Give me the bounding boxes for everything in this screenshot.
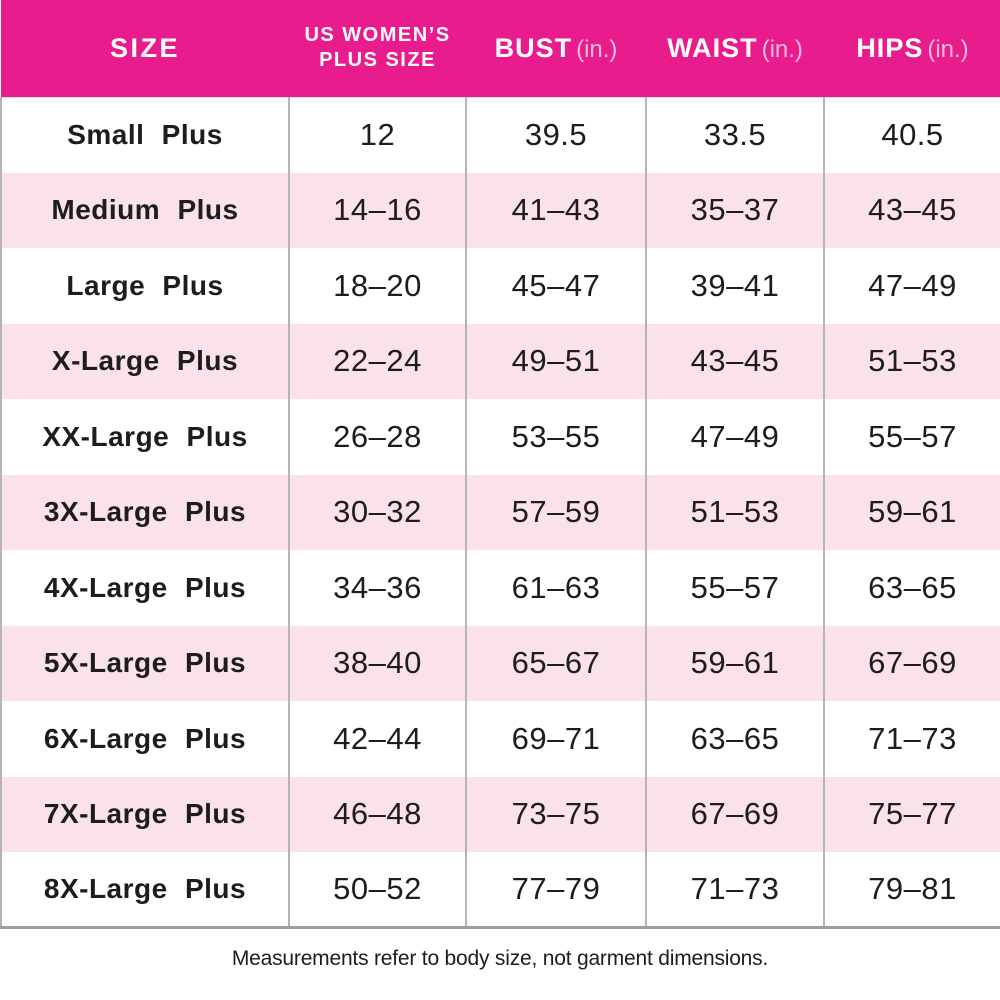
cell-hips: 75–77 xyxy=(823,776,1000,852)
footnote: Measurements refer to body size, not gar… xyxy=(231,947,769,970)
cell-waist: 55–57 xyxy=(645,550,824,626)
cell-bust: 45–47 xyxy=(465,248,646,324)
column-header-hips: HIPS (in.) xyxy=(824,0,1000,97)
table-row: Large Plus 18–20 45–47 39–41 47–49 xyxy=(0,248,1000,324)
table-row: 7X-Large Plus 46–48 73–75 67–69 75–77 xyxy=(0,776,1000,852)
table-header: SIZE US WOMEN’S PLUS SIZE BUST (in.) WAIS… xyxy=(1,0,1000,97)
cell-us-plus-size: 22–24 xyxy=(288,323,466,399)
size-table-body: Small Plus 12 39.5 33.5 40.5 Medium Plus… xyxy=(0,96,1000,929)
waist-header-unit: (in.) xyxy=(761,35,803,63)
table-row: 5X-Large Plus 38–40 65–67 59–61 67–69 xyxy=(0,625,1000,701)
table-row: 8X-Large Plus 50–52 77–79 71–73 79–81 xyxy=(0,852,1000,929)
cell-waist: 71–73 xyxy=(645,852,824,929)
column-header-us-plus-size: US WOMEN’S PLUS SIZE xyxy=(289,0,466,97)
cell-us-plus-size: 46–48 xyxy=(288,776,466,852)
cell-us-plus-size: 50–52 xyxy=(288,852,466,929)
cell-us-plus-size: 12 xyxy=(288,96,466,173)
cell-size-label: XX-Large Plus xyxy=(0,399,289,475)
column-header-size-label: SIZE xyxy=(109,32,180,63)
cell-size-label: 7X-Large Plus xyxy=(0,776,289,852)
cell-hips: 43–45 xyxy=(823,172,1000,248)
cell-size-label: X-Large Plus xyxy=(0,323,289,399)
table-row: 4X-Large Plus 34–36 61–63 55–57 63–65 xyxy=(0,550,1000,626)
table-row: 6X-Large Plus 42–44 69–71 63–65 71–73 xyxy=(0,701,1000,777)
cell-waist: 39–41 xyxy=(645,248,824,324)
cell-bust: 61–63 xyxy=(465,550,646,626)
table-row: 3X-Large Plus 30–32 57–59 51–53 59–61 xyxy=(0,474,1000,550)
waist-header-label: WAIST xyxy=(667,32,758,63)
cell-size-label: Small Plus xyxy=(0,96,289,173)
cell-size-label: Medium Plus xyxy=(0,172,289,248)
table-row: XX-Large Plus 26–28 53–55 47–49 55–57 xyxy=(0,399,1000,475)
cell-waist: 67–69 xyxy=(645,776,824,852)
table-row: X-Large Plus 22–24 49–51 43–45 51–53 xyxy=(0,323,1000,399)
cell-bust: 53–55 xyxy=(465,399,646,475)
cell-size-label: Large Plus xyxy=(0,248,289,324)
cell-size-label: 6X-Large Plus xyxy=(0,701,289,777)
size-chart-table: SIZE US WOMEN’S PLUS SIZE BUST (in.) WAIS… xyxy=(0,0,1000,929)
cell-size-label: 5X-Large Plus xyxy=(0,625,289,701)
cell-bust: 41–43 xyxy=(465,172,646,248)
cell-hips: 55–57 xyxy=(823,399,1000,475)
cell-hips: 67–69 xyxy=(823,625,1000,701)
cell-waist: 63–65 xyxy=(645,701,824,777)
cell-hips: 71–73 xyxy=(823,701,1000,777)
cell-waist: 51–53 xyxy=(645,474,824,550)
cell-bust: 49–51 xyxy=(465,323,646,399)
cell-hips: 47–49 xyxy=(823,248,1000,324)
us-plus-size-line2: PLUS SIZE xyxy=(319,49,436,72)
bust-header-label: BUST xyxy=(494,32,573,63)
cell-waist: 59–61 xyxy=(645,625,824,701)
cell-us-plus-size: 26–28 xyxy=(288,399,466,475)
table-row: Small Plus 12 39.5 33.5 40.5 xyxy=(0,96,1000,173)
cell-size-label: 3X-Large Plus xyxy=(0,474,289,550)
cell-waist: 33.5 xyxy=(645,96,824,173)
cell-us-plus-size: 42–44 xyxy=(288,701,466,777)
cell-waist: 43–45 xyxy=(645,323,824,399)
cell-bust: 65–67 xyxy=(465,625,646,701)
cell-hips: 59–61 xyxy=(823,474,1000,550)
column-header-waist: WAIST (in.) xyxy=(646,0,824,97)
cell-hips: 63–65 xyxy=(823,550,1000,626)
column-header-bust: BUST (in.) xyxy=(466,0,646,97)
cell-waist: 35–37 xyxy=(645,172,824,248)
cell-hips: 79–81 xyxy=(823,852,1000,929)
cell-hips: 51–53 xyxy=(823,323,1000,399)
cell-size-label: 8X-Large Plus xyxy=(0,852,289,929)
hips-header-label: HIPS xyxy=(856,32,924,63)
cell-bust: 77–79 xyxy=(465,852,646,929)
cell-us-plus-size: 30–32 xyxy=(288,474,466,550)
cell-bust: 39.5 xyxy=(465,96,646,173)
cell-bust: 73–75 xyxy=(465,776,646,852)
cell-hips: 40.5 xyxy=(823,96,1000,173)
header-row: SIZE US WOMEN’S PLUS SIZE BUST (in.) WAIS… xyxy=(1,0,1000,97)
cell-us-plus-size: 34–36 xyxy=(288,550,466,626)
cell-us-plus-size: 14–16 xyxy=(288,172,466,248)
cell-us-plus-size: 38–40 xyxy=(288,625,466,701)
cell-bust: 57–59 xyxy=(465,474,646,550)
us-plus-size-line1: US WOMEN’S xyxy=(304,24,451,47)
cell-waist: 47–49 xyxy=(645,399,824,475)
cell-us-plus-size: 18–20 xyxy=(288,248,466,324)
cell-size-label: 4X-Large Plus xyxy=(0,550,289,626)
table-row: Medium Plus 14–16 41–43 35–37 43–45 xyxy=(0,172,1000,248)
column-header-size: SIZE xyxy=(1,0,289,97)
cell-bust: 69–71 xyxy=(465,701,646,777)
bust-header-unit: (in.) xyxy=(576,35,618,63)
hips-header-unit: (in.) xyxy=(927,35,969,63)
